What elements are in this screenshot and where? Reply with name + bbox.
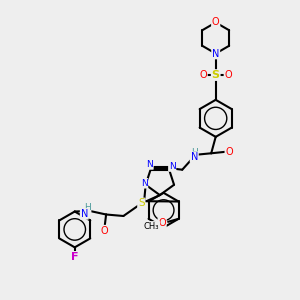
Text: H: H (191, 148, 198, 157)
Text: S: S (212, 70, 220, 80)
Text: S: S (138, 199, 145, 208)
Text: N: N (81, 209, 88, 219)
Text: N: N (169, 162, 175, 171)
Text: H: H (84, 203, 91, 212)
Text: N: N (141, 179, 148, 188)
Text: N: N (190, 152, 198, 162)
Text: O: O (101, 226, 108, 236)
Text: N: N (212, 49, 219, 58)
Text: N: N (146, 160, 153, 169)
Text: O: O (199, 70, 207, 80)
Text: O: O (224, 70, 232, 80)
Text: F: F (71, 252, 79, 262)
Text: CH₃: CH₃ (144, 222, 159, 231)
Text: O: O (158, 218, 166, 228)
Text: O: O (225, 147, 233, 157)
Text: O: O (212, 17, 220, 28)
